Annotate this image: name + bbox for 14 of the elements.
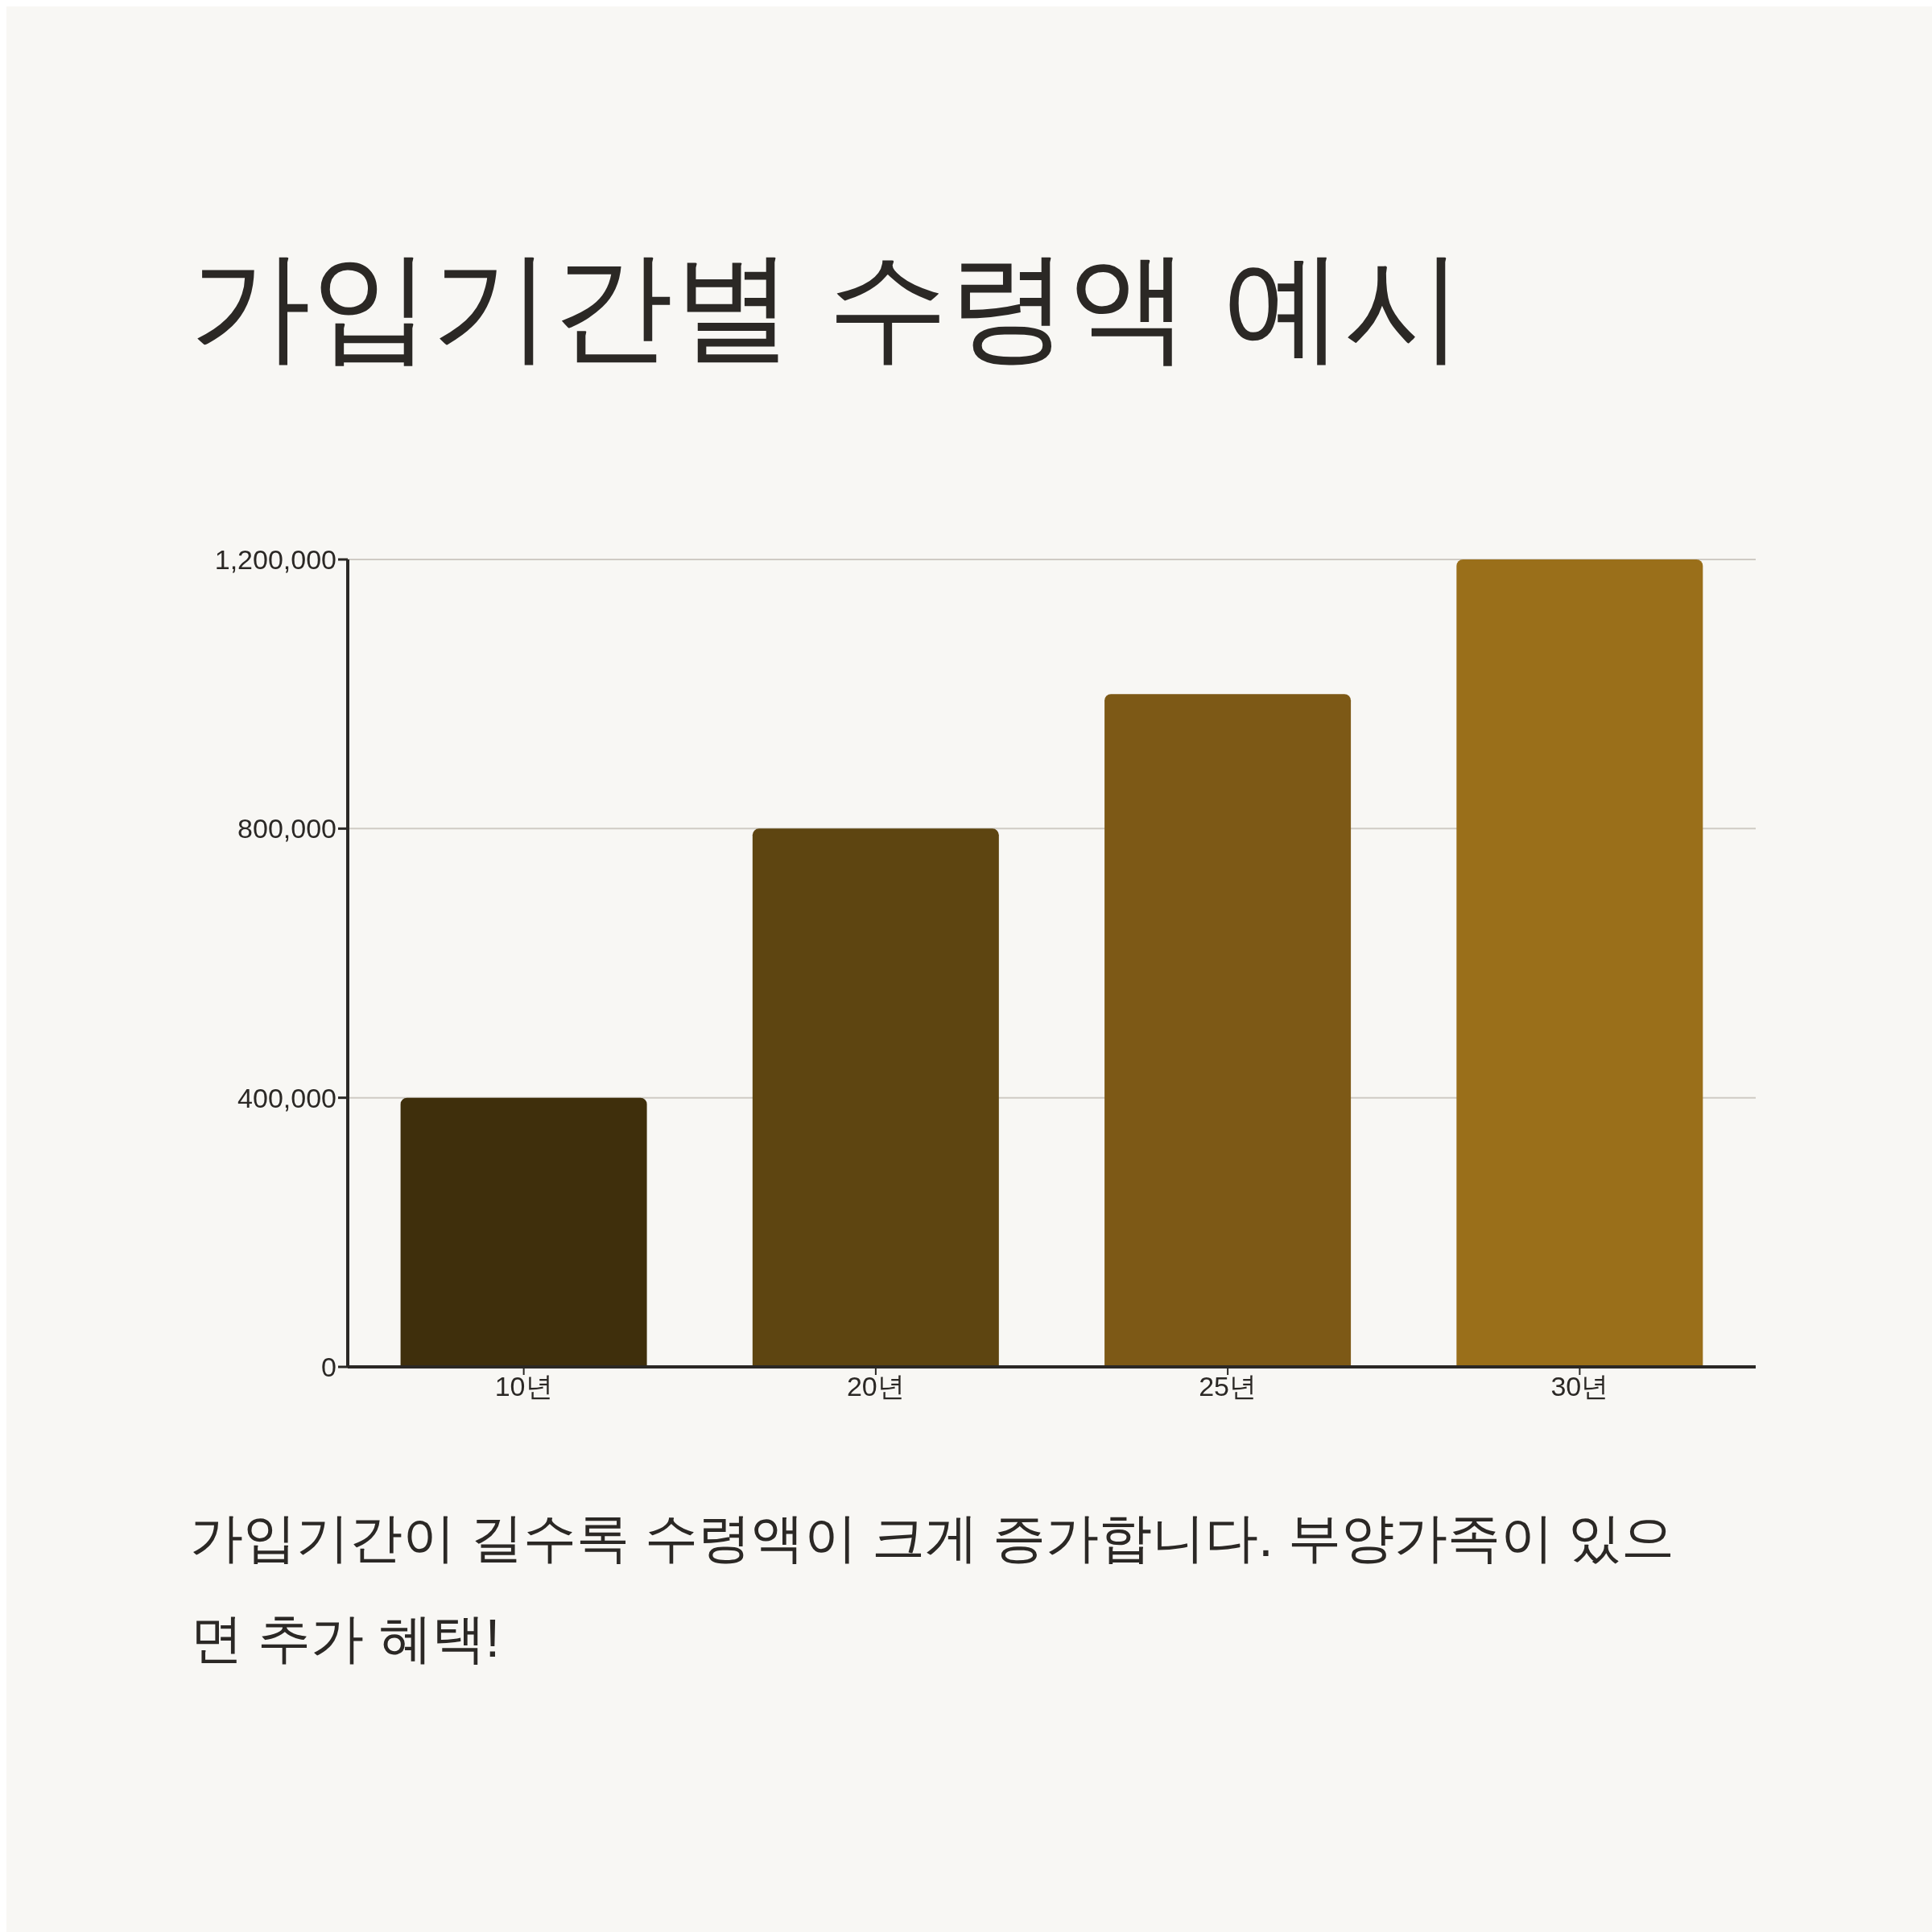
bar xyxy=(1456,559,1703,1367)
y-tick-label: 400,000 xyxy=(237,1082,336,1113)
x-tick-label: 10년 xyxy=(494,1371,553,1402)
bar xyxy=(400,1097,647,1367)
text: 가입기간이 길수록 수령액이 크게 증가합니다. 부양가족이 있으면 추가 혜택! xyxy=(190,1507,1676,1670)
chart-title: 가입기간별 수령액 예시 xyxy=(190,238,1465,374)
bar xyxy=(1104,694,1352,1367)
x-tick-label: 25년 xyxy=(1199,1371,1257,1402)
bar xyxy=(752,828,999,1367)
x-tick-label: 20년 xyxy=(846,1371,905,1402)
x-tick-label: 30년 xyxy=(1550,1371,1609,1402)
y-tick-label: 800,000 xyxy=(237,813,336,844)
y-tick-label: 1,200,000 xyxy=(214,544,336,576)
y-tick-label: 0 xyxy=(321,1352,336,1383)
